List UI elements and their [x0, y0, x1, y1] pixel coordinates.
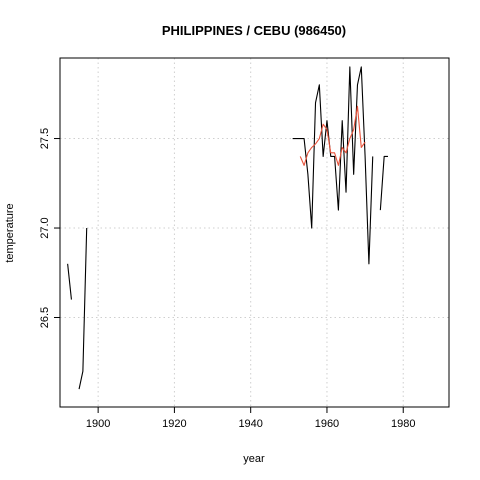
x-axis-label: year	[243, 453, 265, 465]
x-tick-label: 1920	[162, 418, 186, 430]
series-line-temperature	[78, 228, 88, 390]
x-tick-label: 1900	[86, 418, 110, 430]
y-tick-label: 26.5	[39, 307, 51, 328]
axes: 1900 1920 1940 1960 1980 26.5 27.0 27.5	[39, 128, 415, 430]
series-line-temperature	[67, 263, 72, 300]
x-tick-label: 1940	[238, 418, 262, 430]
x-tick-label: 1980	[391, 418, 415, 430]
series-line-temperature	[379, 155, 388, 211]
chart-title: PHILIPPINES / CEBU (986450)	[162, 23, 346, 38]
y-tick-label: 27.5	[39, 128, 51, 149]
y-tick-label: 27.0	[39, 217, 51, 238]
series-line-temperature	[292, 66, 374, 265]
x-tick-label: 1960	[315, 418, 339, 430]
plot-series	[67, 66, 388, 390]
series-line-smoothed	[299, 105, 366, 166]
y-axis-label: temperature	[4, 203, 16, 262]
grid-lines	[60, 58, 449, 407]
plot-frame	[59, 57, 450, 408]
